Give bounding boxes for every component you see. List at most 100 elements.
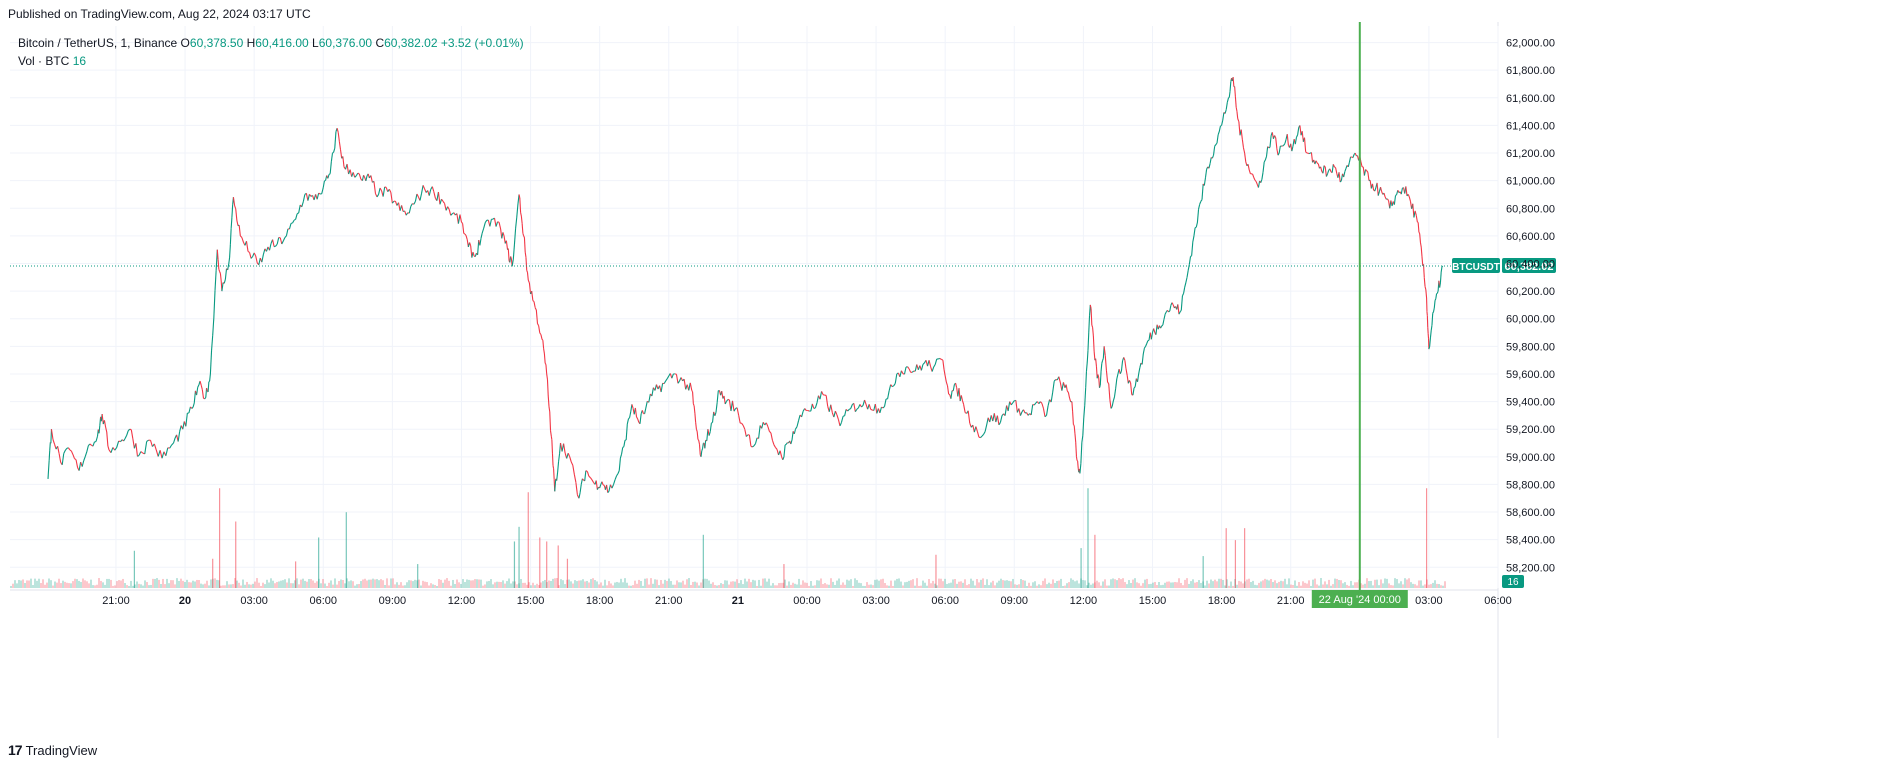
x-tick-label: 21:00 bbox=[102, 595, 130, 607]
price-segment bbox=[262, 248, 266, 255]
price-segment bbox=[665, 378, 668, 382]
price-segment bbox=[1395, 194, 1398, 197]
price-segment bbox=[524, 251, 527, 258]
price-segment bbox=[520, 215, 523, 224]
price-segment bbox=[1257, 180, 1261, 188]
price-segment bbox=[1408, 196, 1412, 202]
price-segment bbox=[1065, 384, 1068, 391]
price-segment bbox=[544, 362, 547, 365]
footer-brand[interactable]: 17 TradingView bbox=[8, 742, 97, 758]
price-segment bbox=[1229, 81, 1232, 92]
price-segment bbox=[834, 410, 838, 415]
price-segment bbox=[498, 222, 502, 230]
price-segment bbox=[528, 282, 532, 295]
price-segment bbox=[549, 430, 552, 437]
price-segment bbox=[334, 131, 337, 149]
price-chart[interactable]: BTCUSDT 60,382.02 16 22 Aug '24 00:00 58,2… bbox=[0, 22, 1882, 738]
price-segment bbox=[1260, 179, 1263, 183]
price-segment bbox=[232, 197, 236, 206]
price-segment bbox=[850, 404, 853, 409]
price-segment bbox=[349, 169, 353, 177]
price-segment bbox=[1007, 401, 1011, 412]
price-segment bbox=[536, 323, 540, 326]
legend-ohlc-row: Bitcoin / TetherUS, 1, Binance O60,378.5… bbox=[18, 34, 524, 52]
price-segment bbox=[1419, 233, 1421, 243]
price-segment bbox=[63, 450, 66, 454]
price-segment bbox=[716, 390, 719, 403]
x-tick-label: 18:00 bbox=[586, 595, 614, 607]
price-segment bbox=[595, 480, 598, 490]
price-segment bbox=[1088, 315, 1091, 333]
price-segment bbox=[526, 272, 529, 281]
price-segment bbox=[542, 340, 545, 349]
price-segment bbox=[1327, 170, 1330, 174]
price-segment bbox=[1220, 124, 1222, 127]
price-segment bbox=[1331, 164, 1334, 173]
price-segment bbox=[1033, 402, 1037, 406]
price-segment bbox=[1295, 134, 1299, 138]
price-segment bbox=[330, 153, 334, 162]
price-segment bbox=[1164, 311, 1167, 315]
price-segment bbox=[1316, 162, 1319, 165]
price-segment bbox=[1334, 166, 1336, 169]
price-segment bbox=[1393, 195, 1397, 205]
price-segment bbox=[920, 364, 924, 371]
price-segment bbox=[1307, 152, 1310, 155]
price-segment bbox=[1234, 86, 1236, 97]
price-segment bbox=[794, 426, 798, 430]
x-tick-label: 20 bbox=[179, 595, 191, 607]
price-segment bbox=[1431, 313, 1434, 326]
price-segment bbox=[352, 172, 356, 178]
price-segment bbox=[724, 401, 727, 405]
price-segment bbox=[1071, 401, 1074, 412]
price-segment bbox=[980, 435, 983, 439]
price-segment bbox=[700, 450, 703, 457]
price-segment bbox=[1264, 156, 1268, 161]
price-segment bbox=[1091, 324, 1094, 328]
price-segment bbox=[1255, 181, 1258, 185]
price-segment bbox=[854, 408, 858, 412]
price-segment bbox=[110, 447, 114, 453]
price-segment bbox=[847, 409, 850, 412]
price-segment bbox=[556, 471, 559, 481]
price-segment bbox=[1188, 256, 1192, 265]
price-segment bbox=[1187, 264, 1190, 271]
price-segment bbox=[1112, 396, 1116, 402]
price-segment bbox=[527, 279, 530, 284]
price-segment bbox=[419, 193, 423, 201]
price-segment bbox=[1379, 186, 1383, 192]
price-segment bbox=[721, 391, 724, 399]
price-segment bbox=[1142, 348, 1145, 355]
price-segment bbox=[758, 425, 761, 439]
price-segment bbox=[236, 220, 239, 226]
x-tick-label: 12:00 bbox=[1070, 595, 1098, 607]
price-segment bbox=[171, 442, 174, 446]
price-segment bbox=[137, 454, 140, 457]
price-segment bbox=[272, 239, 275, 247]
price-segment bbox=[1434, 298, 1437, 301]
price-segment bbox=[1047, 399, 1051, 407]
price-segment bbox=[541, 339, 544, 341]
price-segment bbox=[572, 465, 575, 475]
price-segment bbox=[502, 232, 505, 237]
price-segment bbox=[481, 227, 485, 234]
price-segment bbox=[495, 221, 499, 227]
price-segment bbox=[89, 443, 92, 446]
price-segment bbox=[775, 447, 778, 450]
price-segment bbox=[321, 187, 324, 194]
price-segment bbox=[512, 244, 515, 260]
price-segment bbox=[428, 189, 432, 196]
price-segment bbox=[1198, 204, 1201, 210]
price-segment bbox=[695, 422, 697, 430]
price-segment bbox=[581, 478, 584, 481]
price-segment bbox=[132, 438, 135, 449]
last-price-tag: 60,382.02 bbox=[1505, 261, 1554, 273]
price-segment bbox=[611, 484, 614, 489]
price-segment bbox=[219, 271, 221, 274]
price-segment bbox=[441, 198, 444, 202]
price-segment bbox=[83, 456, 86, 461]
price-segment bbox=[622, 446, 625, 448]
price-segment bbox=[410, 203, 413, 207]
price-segment bbox=[179, 425, 182, 432]
price-segment bbox=[49, 442, 51, 451]
